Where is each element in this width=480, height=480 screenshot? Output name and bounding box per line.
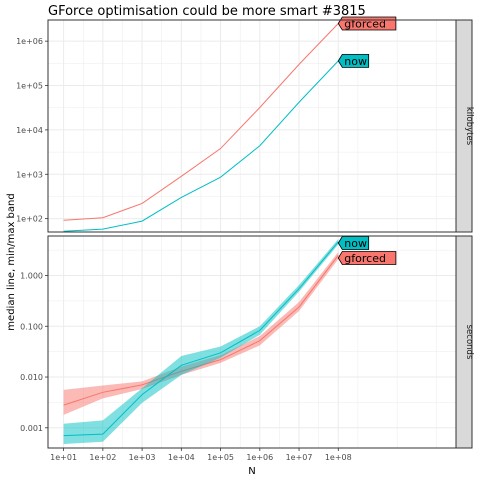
facet-strip (455, 235, 473, 449)
x-tick-label: 1e+07 (286, 453, 313, 462)
y-tick-label: 0.010 (20, 373, 43, 382)
facet-strip-label: kilobytes (464, 107, 474, 146)
facet-panel-seconds: 0.001 0.010 0.100 1.000 gforced now seconds 1e+… (20, 235, 474, 462)
y-tick-label: 1e+06 (16, 37, 43, 46)
line-gforced (63, 23, 339, 221)
facet-panel-kilobytes: 1e+02 1e+03 1e+04 1e+05 1e+06 gforced now kilob… (16, 16, 474, 233)
facet-strip-label: seconds (464, 325, 474, 360)
end-label-box-gforced (337, 251, 397, 265)
end-label-gforced: gforced (337, 251, 397, 265)
x-tick-label: 1e+08 (325, 453, 352, 462)
x-tick-label: 1e+02 (89, 453, 116, 462)
end-label-text-gforced: gforced (344, 252, 386, 265)
end-label-text-gforced: gforced (344, 18, 386, 31)
end-label-now: now (337, 236, 370, 250)
end-label-text-now: now (344, 237, 367, 250)
end-label-box-now (337, 53, 370, 68)
facet-strip (455, 19, 473, 233)
line-now (63, 60, 339, 232)
end-label-gforced: gforced (337, 16, 397, 31)
panel-background (48, 20, 456, 232)
x-tick-label: 1e+03 (129, 453, 156, 462)
end-label-box-now (337, 236, 370, 250)
y-tick-label: 1e+02 (16, 215, 43, 224)
y-axis-title: median line, min/max band (6, 193, 17, 330)
x-tick-label: 1e+04 (168, 453, 195, 462)
y-tick-label: 1e+04 (16, 126, 43, 135)
x-axis-title: N (248, 466, 255, 477)
x-tick-label: 1e+05 (207, 453, 234, 462)
end-label-now: now (337, 53, 370, 68)
y-tick-label: 1e+03 (16, 170, 43, 179)
band-gforced (63, 252, 339, 415)
line-now (63, 241, 339, 437)
y-tick-label: 0.100 (20, 322, 43, 331)
band-now (63, 239, 339, 444)
y-tick-label: 1e+05 (16, 82, 43, 91)
end-label-text-now: now (344, 55, 367, 68)
x-tick-label: 1e+06 (246, 453, 273, 462)
y-tick-label: 0.001 (20, 424, 43, 433)
facet-panels: 1e+02 1e+03 1e+04 1e+05 1e+06 gforced now kilob… (16, 16, 474, 462)
x-tick-label: 1e+01 (50, 453, 77, 462)
chart-title: GForce optimisation could be more smart … (48, 4, 366, 19)
y-tick-label: 1.000 (20, 272, 43, 281)
